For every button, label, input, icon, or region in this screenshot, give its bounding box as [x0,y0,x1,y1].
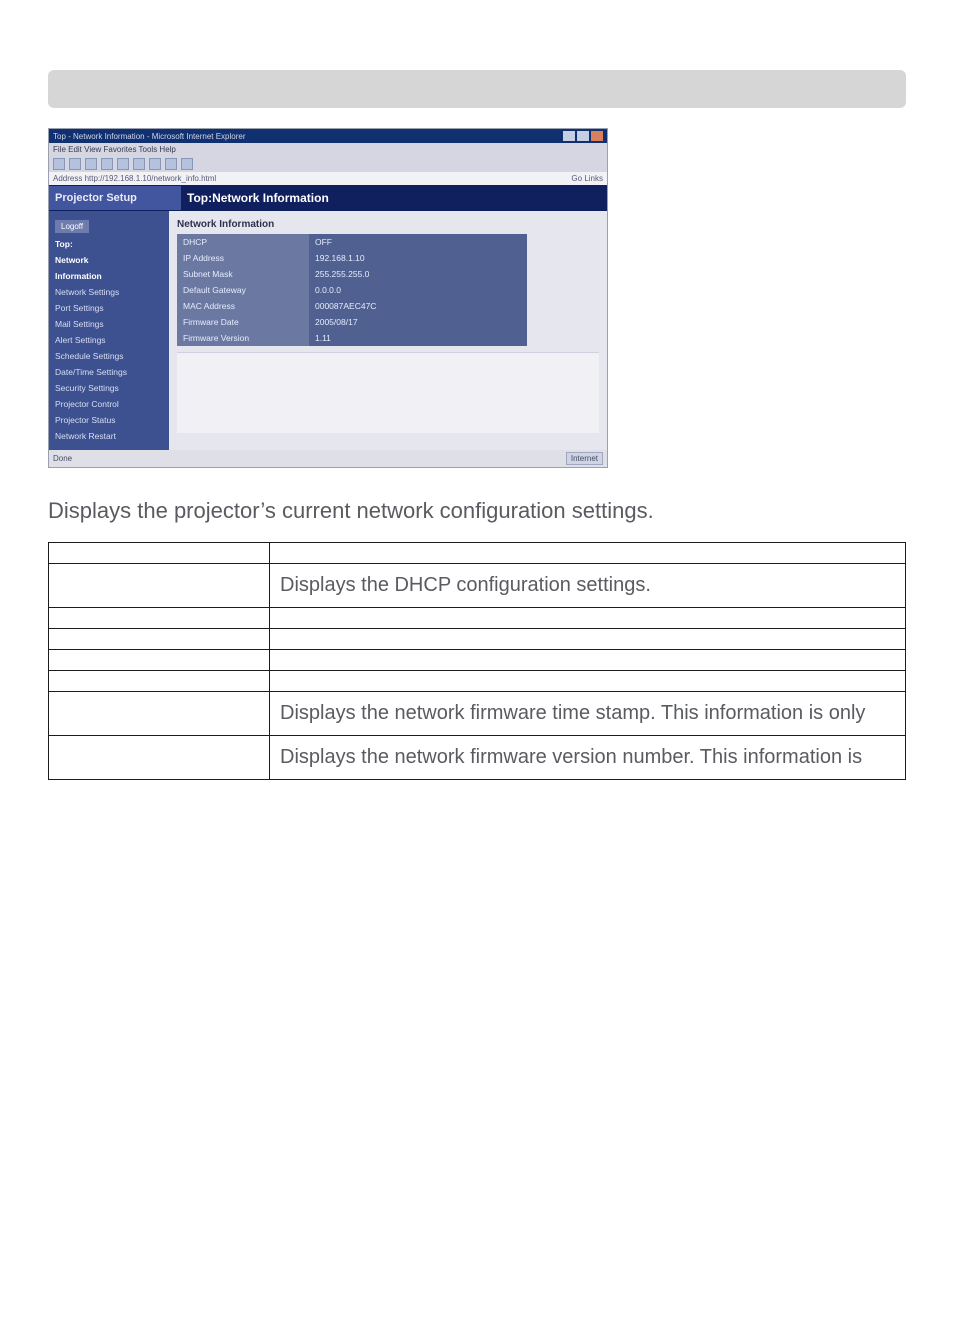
sidebar-item-network-settings[interactable]: Network Settings [55,284,163,300]
row-fwdate-label: Firmware Date [177,314,309,330]
sidebar-item-datetime-settings[interactable]: Date/Time Settings [55,364,163,380]
table-item [49,608,270,629]
table-row [49,629,906,650]
row-fwver-value: 1.11 [309,330,527,346]
maximize-icon [577,131,589,141]
sidebar-item-security-settings[interactable]: Security Settings [55,380,163,396]
go-links: Go Links [571,174,603,183]
table-item [49,692,270,736]
sidebar-item-projector-control[interactable]: Projector Control [55,396,163,412]
ie-titlebar: Top - Network Information - Microsoft In… [49,129,607,143]
home-icon [117,158,129,170]
table-desc [270,650,906,671]
screenshot: Top - Network Information - Microsoft In… [48,128,608,468]
table-row [49,608,906,629]
table-desc [270,629,906,650]
table-row: Displays the network firmware version nu… [49,736,906,780]
row-ip-value: 192.168.1.10 [309,250,527,266]
refresh-icon [101,158,113,170]
row-mac-label: MAC Address [177,298,309,314]
table-desc: Displays the network firmware version nu… [270,736,906,780]
row-fwver-label: Firmware Version [177,330,309,346]
row-fwdate-value: 2005/08/17 [309,314,527,330]
sidebar-item-top[interactable]: Top: [55,236,163,252]
panel-title: Network Information [177,219,599,230]
window-controls [563,131,603,141]
ie-title-text: Top - Network Information - Microsoft In… [53,132,246,141]
description-text: Displays the projector’s current network… [48,498,906,524]
row-subnet-value: 255.255.255.0 [309,266,527,282]
panel-empty-area [177,352,599,433]
sidebar-item-information[interactable]: Information [55,268,163,284]
close-icon [591,131,603,141]
ie-address-bar: Address http://192.168.1.10/network_info… [49,172,607,185]
table-desc: Displays the DHCP configuration settings… [270,564,906,608]
sidebar: Logoff Top: Network Information Network … [49,211,169,450]
setup-title: Projector Setup [49,186,181,210]
ie-status-bar: Done Internet [49,450,607,467]
sidebar-item-mail-settings[interactable]: Mail Settings [55,316,163,332]
table-item [49,671,270,692]
stop-icon [85,158,97,170]
page-header: Projector Setup Top:Network Information [49,185,607,211]
sidebar-item-alert-settings[interactable]: Alert Settings [55,332,163,348]
forward-icon [69,158,81,170]
logoff-button[interactable]: Logoff [55,220,89,233]
row-gateway-label: Default Gateway [177,282,309,298]
table-row [49,650,906,671]
sidebar-item-schedule-settings[interactable]: Schedule Settings [55,348,163,364]
table-item [49,650,270,671]
network-info-table: DHCPOFF IP Address192.168.1.10 Subnet Ma… [177,234,527,346]
table-row [49,671,906,692]
status-left: Done [53,454,72,463]
ie-menu-bar: File Edit View Favorites Tools Help [49,143,607,156]
row-mac-value: 000087AEC47C [309,298,527,314]
table-row: Displays the DHCP configuration settings… [49,564,906,608]
address-text: Address http://192.168.1.10/network_info… [53,174,216,183]
table-desc [270,608,906,629]
table-item [49,564,270,608]
table-row: Displays the network firmware time stamp… [49,692,906,736]
row-dhcp-value: OFF [309,234,527,250]
sidebar-item-port-settings[interactable]: Port Settings [55,300,163,316]
main-panel: Network Information DHCPOFF IP Address19… [169,211,607,450]
row-subnet-label: Subnet Mask [177,266,309,282]
favorites-icon [149,158,161,170]
table-item [49,736,270,780]
minimize-icon [563,131,575,141]
history-icon [181,158,193,170]
table-desc [270,543,906,564]
breadcrumb-title: Top:Network Information [181,185,335,211]
table-desc: Displays the network firmware time stamp… [270,692,906,736]
row-ip-label: IP Address [177,250,309,266]
table-item [49,629,270,650]
sidebar-item-network[interactable]: Network [55,252,163,268]
table-desc [270,671,906,692]
info-table: Displays the DHCP configuration settings… [48,542,906,780]
sidebar-item-network-restart[interactable]: Network Restart [55,428,163,444]
search-icon [133,158,145,170]
table-row [49,543,906,564]
table-item [49,543,270,564]
row-gateway-value: 0.0.0.0 [309,282,527,298]
media-icon [165,158,177,170]
header-banner [48,70,906,108]
back-icon [53,158,65,170]
sidebar-item-projector-status[interactable]: Projector Status [55,412,163,428]
row-dhcp-label: DHCP [177,234,309,250]
ie-toolbar [49,156,607,172]
status-right: Internet [566,452,603,465]
